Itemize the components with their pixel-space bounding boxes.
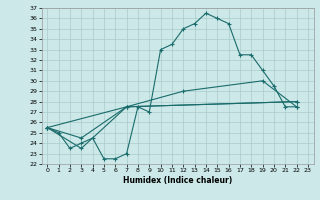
- X-axis label: Humidex (Indice chaleur): Humidex (Indice chaleur): [123, 176, 232, 185]
